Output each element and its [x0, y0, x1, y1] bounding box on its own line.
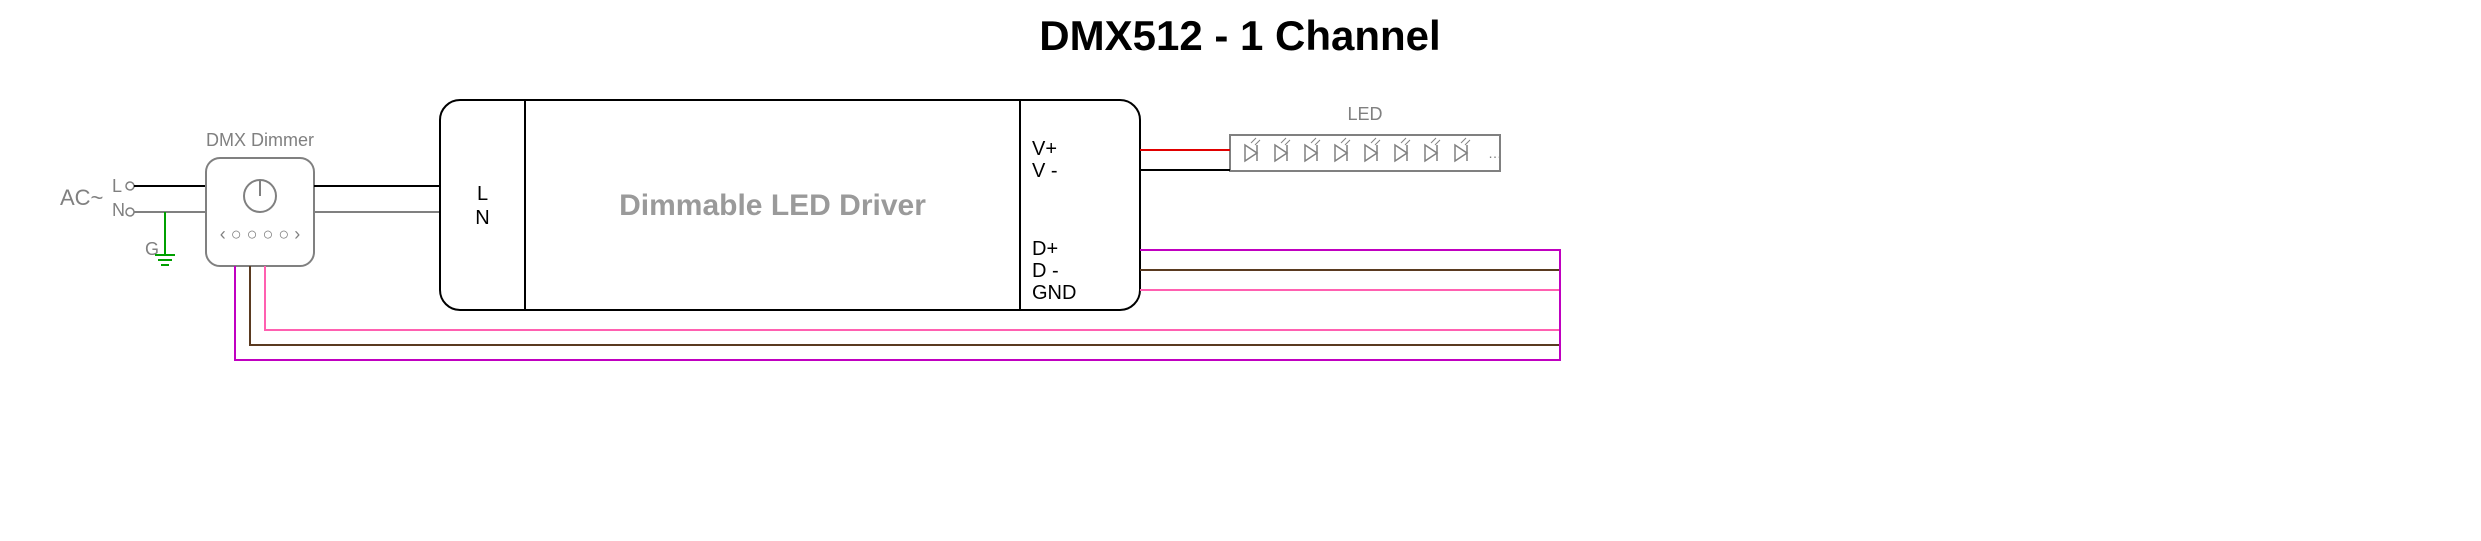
- led-label: LED: [1347, 104, 1382, 124]
- led-diode-icon: [1335, 145, 1347, 161]
- wire-Dplus: [235, 250, 1560, 360]
- driver-label: Dimmable LED Driver: [619, 189, 926, 222]
- led-diode-icon: [1395, 145, 1407, 161]
- terminal-circle: [126, 208, 134, 216]
- ac-terminal-N: N: [112, 200, 125, 220]
- dimmer-controls-icon: ‹ ○ ○ ○ ○ ›: [220, 224, 300, 244]
- wiring-diagram: DMX512 - 1 ChannelAC~LNGDMX Dimmer‹ ○ ○ …: [0, 0, 2481, 541]
- svg-text:…: …: [1488, 145, 1502, 161]
- ac-label: AC~: [60, 185, 103, 210]
- driver-out-GND: GND: [1032, 282, 1076, 304]
- led-diode-icon: [1245, 145, 1257, 161]
- led-diode-icon: [1365, 145, 1377, 161]
- led-diode-icon: [1305, 145, 1317, 161]
- led-diode-icon: [1275, 145, 1287, 161]
- led-diode-icon: [1455, 145, 1467, 161]
- driver-out-Vm: V -: [1032, 160, 1058, 182]
- driver-in-L: L: [477, 183, 488, 205]
- wire-GND: [265, 266, 1560, 330]
- driver-out-Dm: D -: [1032, 260, 1059, 282]
- ac-terminal-L: L: [112, 176, 122, 196]
- driver-out-Vp: V+: [1032, 138, 1057, 160]
- diagram-title: DMX512 - 1 Channel: [1039, 12, 1440, 59]
- driver-out-Dp: D+: [1032, 238, 1058, 260]
- terminal-circle: [126, 182, 134, 190]
- dimmer-label: DMX Dimmer: [206, 130, 314, 150]
- driver-in-N: N: [475, 207, 489, 229]
- led-diode-icon: [1425, 145, 1437, 161]
